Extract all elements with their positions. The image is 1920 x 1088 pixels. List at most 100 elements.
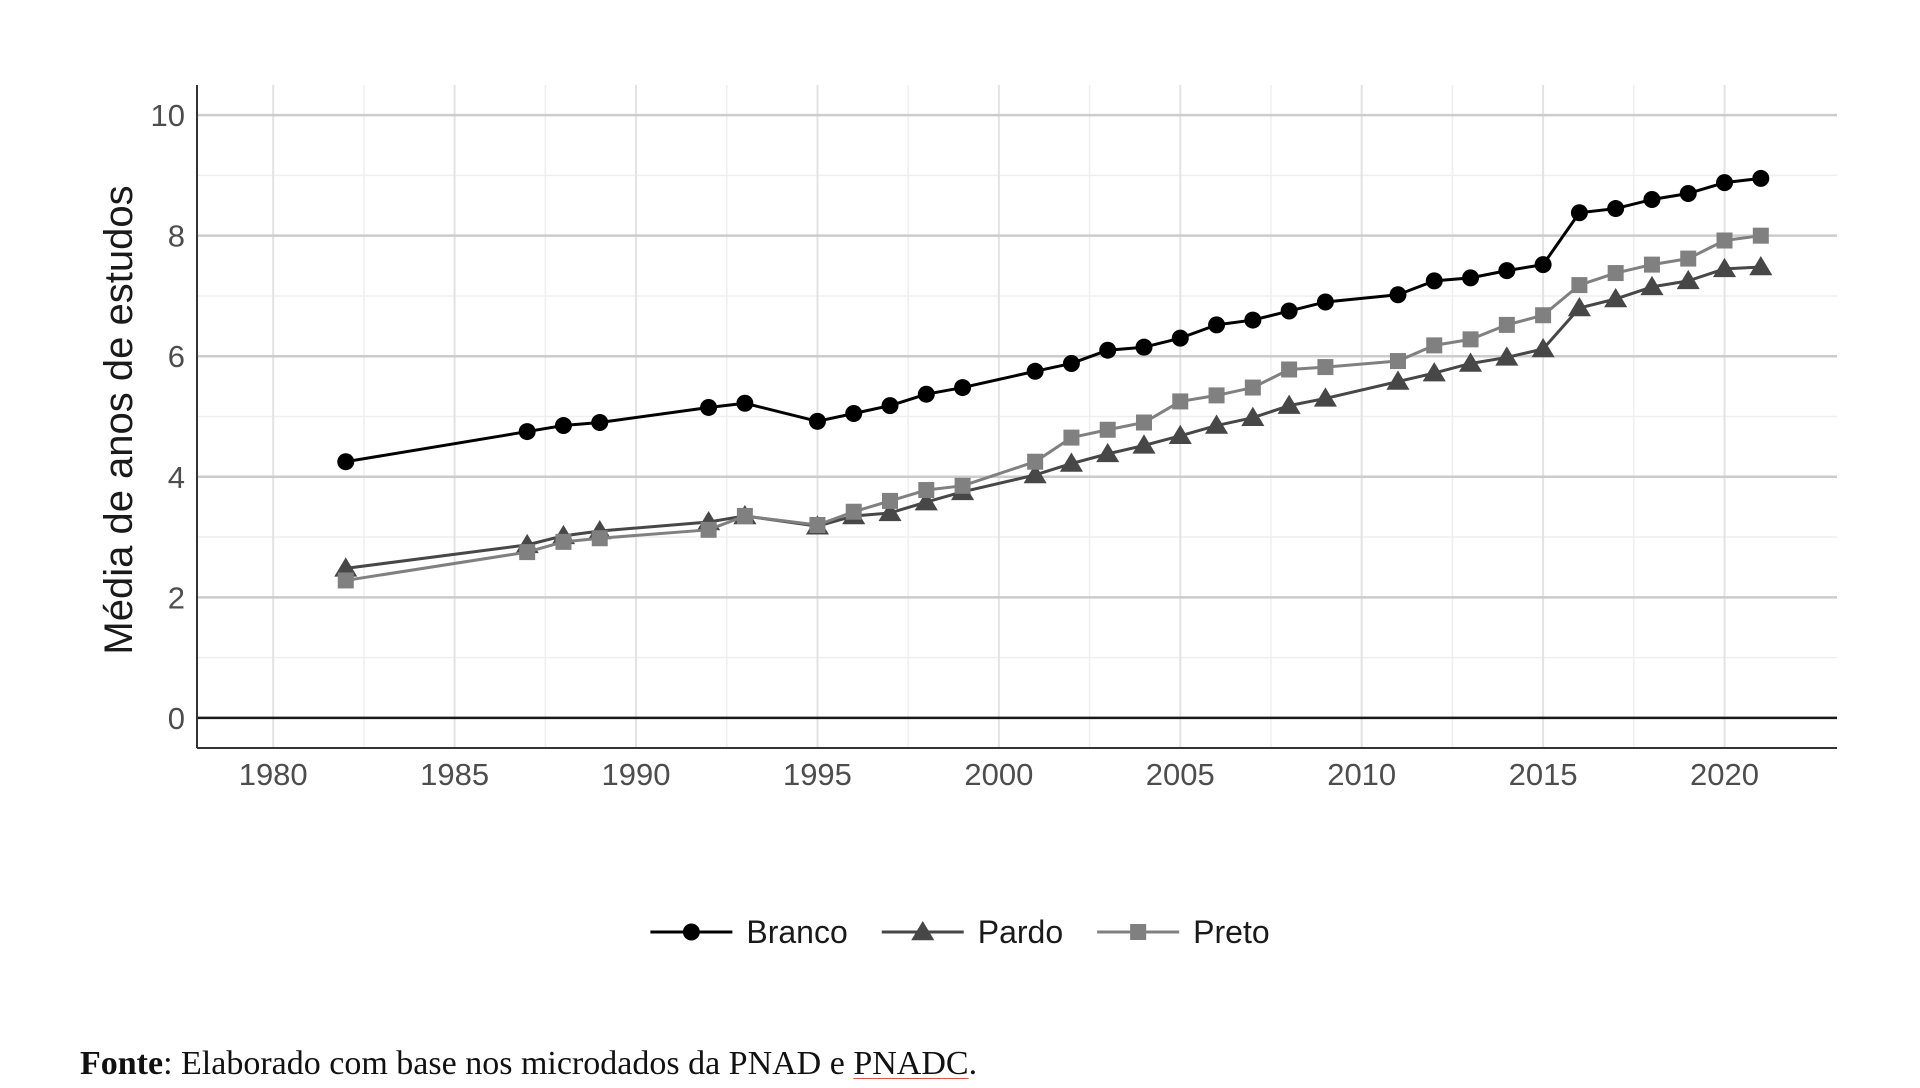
data-point-preto <box>1643 256 1660 273</box>
series-layer <box>334 169 1773 589</box>
data-point-branco <box>1607 200 1625 218</box>
data-point-branco <box>337 453 355 471</box>
data-point-branco <box>1316 293 1334 311</box>
data-point-preto <box>1716 232 1733 249</box>
axes <box>196 85 1837 749</box>
data-point-preto <box>555 533 572 550</box>
data-point-branco <box>1679 184 1697 202</box>
data-point-pardo <box>1567 297 1591 317</box>
data-point-branco <box>591 414 609 432</box>
series-branco <box>337 169 1770 471</box>
data-point-preto <box>1462 331 1479 348</box>
data-point-branco <box>1244 311 1262 329</box>
legend-label-pardo: Pardo <box>978 914 1063 950</box>
data-point-branco <box>808 412 826 430</box>
data-point-pardo <box>1132 434 1156 454</box>
legend-label-branco: Branco <box>746 914 847 950</box>
data-point-preto <box>700 521 717 538</box>
y-tick-label: 10 <box>151 98 185 133</box>
data-point-branco <box>1099 341 1117 359</box>
data-point-pardo <box>1241 406 1265 426</box>
data-point-pardo <box>1422 362 1446 382</box>
data-point-pardo <box>1531 337 1555 358</box>
data-point-branco <box>700 398 718 416</box>
data-point-preto <box>1208 387 1225 404</box>
data-point-preto <box>1680 250 1697 267</box>
data-point-branco <box>1425 272 1443 290</box>
series-preto <box>337 227 1769 589</box>
source-period: . <box>968 1045 978 1082</box>
x-tick-label: 1990 <box>602 757 671 792</box>
x-tick-label: 1985 <box>420 757 489 792</box>
data-point-preto <box>736 507 753 524</box>
source-pnadc: PNADC <box>853 1045 969 1082</box>
data-point-preto <box>1099 421 1116 438</box>
data-point-branco <box>1643 191 1661 209</box>
data-point-pardo <box>1168 424 1192 445</box>
legend-marker-pardo <box>911 921 935 941</box>
data-point-pardo <box>1096 442 1120 463</box>
data-point-preto <box>1752 227 1769 244</box>
data-point-branco <box>1752 169 1770 187</box>
data-point-pardo <box>1023 463 1047 484</box>
data-point-branco <box>845 404 863 422</box>
data-point-preto <box>1317 359 1334 376</box>
data-point-preto <box>1135 414 1152 431</box>
x-tick-label: 2020 <box>1690 757 1759 792</box>
data-point-branco <box>1208 316 1226 334</box>
data-point-preto <box>1498 316 1515 333</box>
data-point-pardo <box>914 491 938 511</box>
data-point-pardo <box>1386 370 1410 390</box>
data-point-branco <box>917 385 935 403</box>
y-axis-title: Média de anos de estudos <box>97 185 141 654</box>
data-point-pardo <box>1676 269 1700 290</box>
data-point-preto <box>1571 277 1588 294</box>
legend: Branco Pardo Preto <box>650 914 1270 950</box>
data-point-preto <box>337 572 354 589</box>
y-tick-label: 4 <box>168 460 185 495</box>
data-point-branco <box>1716 174 1734 192</box>
data-point-pardo <box>1059 452 1083 472</box>
data-point-branco <box>881 397 899 415</box>
source-label: Fonte <box>80 1045 164 1082</box>
series-line-preto <box>345 234 1762 582</box>
data-point-pardo <box>1640 275 1664 296</box>
data-point-preto <box>1244 379 1261 396</box>
data-point-branco <box>1389 286 1407 304</box>
x-tick-label: 2010 <box>1327 757 1396 792</box>
data-point-preto <box>519 544 536 561</box>
data-point-pardo <box>1604 287 1628 308</box>
x-tick-label: 2000 <box>964 757 1033 792</box>
legend-key-branco <box>650 923 733 941</box>
data-point-preto <box>1607 265 1624 282</box>
data-point-branco <box>1570 204 1588 222</box>
tick-labels: 1980 1985 1990 1995 2000 2005 2010 2015 2020 0 2 4 6… <box>151 98 1759 792</box>
data-point-branco <box>954 379 972 397</box>
data-point-preto <box>1389 353 1406 370</box>
legend-marker-preto <box>1130 924 1147 940</box>
x-tick-label: 2005 <box>1146 757 1215 792</box>
data-point-branco <box>1026 362 1044 380</box>
data-point-branco <box>554 417 572 435</box>
y-tick-label: 6 <box>168 339 185 374</box>
legend-key-preto <box>1097 924 1180 940</box>
data-point-branco <box>1135 338 1153 356</box>
data-point-preto <box>845 503 862 520</box>
data-point-pardo <box>1313 387 1337 407</box>
legend-key-pardo <box>881 921 964 941</box>
data-point-preto <box>591 530 608 547</box>
major-gridlines <box>197 85 1837 748</box>
data-point-pardo <box>1458 352 1483 372</box>
data-point-branco <box>1062 354 1080 372</box>
data-point-pardo <box>1712 257 1737 278</box>
y-tick-label: 8 <box>168 219 185 254</box>
y-tick-label: 0 <box>168 701 185 736</box>
data-point-pardo <box>1277 394 1301 414</box>
data-point-branco <box>518 423 536 441</box>
data-point-branco <box>736 394 754 412</box>
data-point-branco <box>1534 256 1552 274</box>
data-point-preto <box>882 492 899 509</box>
data-point-branco <box>1462 269 1480 287</box>
data-point-branco <box>1498 262 1516 280</box>
x-tick-label: 2015 <box>1509 757 1578 792</box>
